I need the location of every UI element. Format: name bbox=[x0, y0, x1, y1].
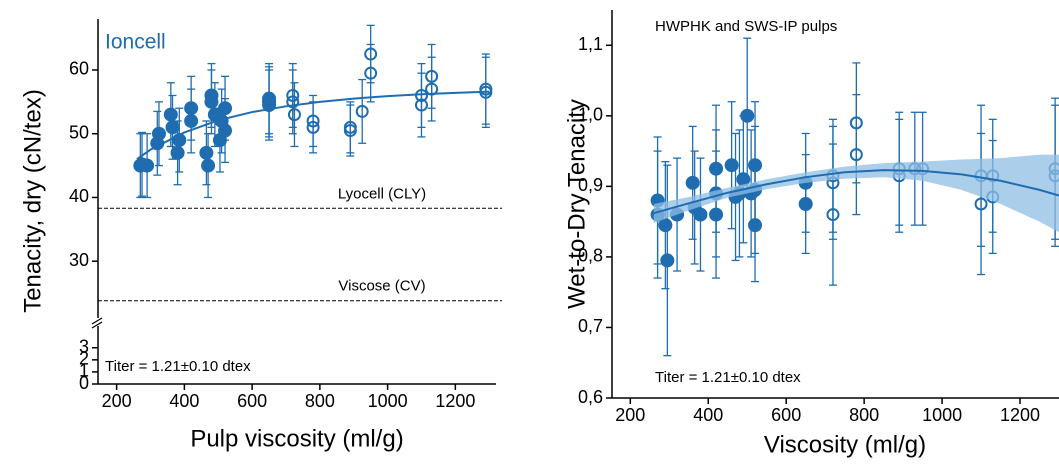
point bbox=[286, 88, 300, 102]
point bbox=[709, 161, 724, 176]
point bbox=[287, 108, 301, 122]
point bbox=[798, 197, 813, 211]
y-tick-label: 0 bbox=[79, 373, 89, 393]
point bbox=[748, 158, 763, 173]
y-axis-title: Tenacity, dry (cN/tex) bbox=[19, 89, 46, 313]
point bbox=[140, 158, 155, 173]
y-axis-title: Wet-to-Dry Tenacity bbox=[563, 99, 590, 309]
point bbox=[658, 218, 673, 233]
fit-line bbox=[653, 169, 1059, 215]
point bbox=[170, 145, 185, 160]
point bbox=[199, 145, 214, 160]
axis-break-gap bbox=[92, 318, 104, 326]
annotation: HWPHK and SWS-IP pulps bbox=[655, 18, 837, 35]
y-tick-label: 1,1 bbox=[578, 34, 603, 54]
point bbox=[849, 116, 863, 130]
x-tick-label: 1200 bbox=[1000, 405, 1040, 425]
y-tick-label: 60 bbox=[69, 59, 89, 79]
x-tick-label: 200 bbox=[615, 405, 645, 425]
point bbox=[364, 66, 378, 80]
y-tick-label: 3 bbox=[79, 337, 89, 357]
point bbox=[693, 207, 708, 222]
axis-break bbox=[91, 321, 103, 329]
annotation: Titer = 1.21±0.10 dtex bbox=[105, 358, 251, 375]
y-tick-label: 40 bbox=[69, 186, 89, 206]
y-tick-label: 0,8 bbox=[578, 246, 603, 266]
axis-break bbox=[91, 317, 103, 325]
point bbox=[660, 253, 675, 268]
y-tick-label: 1,0 bbox=[578, 105, 603, 125]
x-tick-label: 1000 bbox=[922, 405, 962, 425]
point bbox=[414, 98, 428, 112]
y-tick-label: 2 bbox=[79, 349, 89, 369]
x-tick-label: 400 bbox=[693, 405, 723, 425]
point bbox=[218, 101, 233, 116]
x-tick-label: 200 bbox=[102, 391, 132, 411]
point bbox=[165, 120, 180, 135]
point bbox=[685, 175, 700, 190]
point bbox=[218, 123, 233, 138]
point bbox=[425, 69, 439, 83]
point bbox=[740, 108, 755, 123]
x-tick-label: 800 bbox=[305, 391, 335, 411]
y-tick-label: 0,7 bbox=[578, 316, 603, 336]
y-tick-label: 0,6 bbox=[578, 387, 603, 407]
y-tick-label: 50 bbox=[69, 122, 89, 142]
point bbox=[364, 47, 378, 61]
point bbox=[343, 124, 357, 138]
point bbox=[974, 197, 988, 211]
reference-label: Lyocell (CLY) bbox=[338, 185, 426, 202]
point bbox=[151, 126, 166, 141]
annotation: Titer = 1.21±0.10 dtex bbox=[655, 369, 801, 386]
point bbox=[306, 120, 320, 134]
point bbox=[184, 101, 199, 116]
annotation: Ioncell bbox=[105, 31, 166, 54]
x-axis-title: Viscosity (ml/g) bbox=[764, 431, 926, 458]
x-tick-label: 800 bbox=[849, 405, 879, 425]
point bbox=[748, 218, 763, 233]
fit-line bbox=[136, 90, 490, 161]
point bbox=[849, 148, 863, 162]
point bbox=[709, 207, 724, 222]
reference-label: Viscose (CV) bbox=[338, 278, 425, 295]
y-tick-label: 0,9 bbox=[578, 175, 603, 195]
point bbox=[306, 114, 320, 128]
point bbox=[286, 95, 300, 109]
x-axis-title: Pulp viscosity (ml/g) bbox=[190, 425, 403, 452]
point bbox=[724, 158, 739, 173]
y-tick-label: 30 bbox=[69, 250, 89, 270]
x-tick-label: 600 bbox=[771, 405, 801, 425]
x-tick-label: 1000 bbox=[368, 391, 408, 411]
point bbox=[163, 107, 178, 122]
y-tick-label: 1 bbox=[79, 361, 89, 381]
x-tick-label: 400 bbox=[169, 391, 199, 411]
x-tick-label: 600 bbox=[237, 391, 267, 411]
point bbox=[355, 104, 369, 118]
point bbox=[204, 94, 219, 109]
point bbox=[826, 208, 840, 222]
x-tick-label: 1200 bbox=[435, 391, 475, 411]
point bbox=[201, 158, 216, 173]
point bbox=[184, 113, 199, 128]
